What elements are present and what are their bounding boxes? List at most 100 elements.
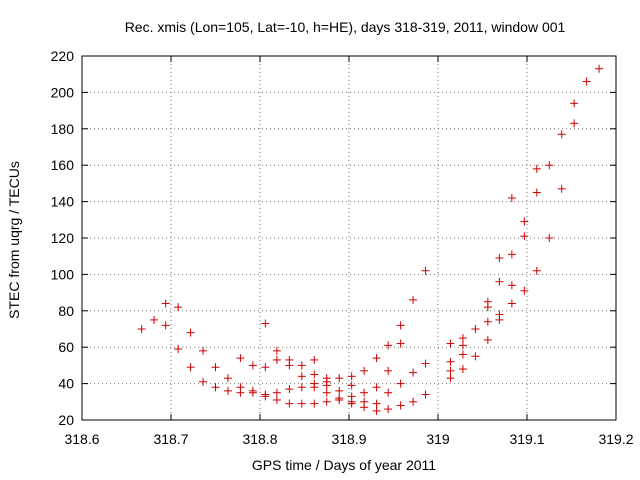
x-tick-label: 318.9 <box>331 431 366 447</box>
data-point <box>335 386 344 395</box>
data-point <box>211 383 220 392</box>
data-point <box>248 361 257 370</box>
data-point <box>285 385 294 394</box>
data-point <box>570 119 579 128</box>
data-point <box>360 403 369 412</box>
data-point <box>396 339 405 348</box>
data-point <box>261 319 270 328</box>
x-tick-label: 319 <box>426 431 450 447</box>
data-points <box>137 64 604 415</box>
data-point <box>248 388 257 397</box>
data-point <box>471 325 480 333</box>
data-point <box>261 392 270 401</box>
data-point <box>347 381 356 390</box>
data-point <box>372 399 381 408</box>
data-point <box>483 335 492 344</box>
data-point <box>446 339 455 348</box>
chart-title: Rec. xmis (Lon=105, Lat=-10, h=HE), days… <box>125 19 566 35</box>
y-tick-label: 140 <box>51 194 75 210</box>
data-point <box>310 370 319 379</box>
data-point <box>372 354 381 363</box>
data-point <box>396 321 405 330</box>
y-axis-label: STEC from uqrg / TECUs <box>6 161 22 319</box>
data-point <box>223 386 232 395</box>
y-tick-label: 100 <box>51 266 75 282</box>
data-point <box>161 321 170 330</box>
data-point <box>520 286 529 295</box>
y-tick-label: 160 <box>51 157 75 173</box>
data-point <box>384 388 393 397</box>
data-point <box>409 368 418 377</box>
axis-ticks <box>81 55 617 421</box>
data-point <box>186 328 195 337</box>
data-point <box>322 388 331 397</box>
data-point <box>272 346 281 355</box>
data-point <box>223 374 232 383</box>
data-point <box>396 401 405 410</box>
data-point <box>532 188 541 197</box>
data-point <box>396 379 405 388</box>
data-point <box>272 395 281 404</box>
data-point <box>520 232 529 241</box>
data-point <box>272 388 281 397</box>
data-point <box>409 397 418 406</box>
y-tick-label: 20 <box>58 412 74 428</box>
data-point <box>446 374 455 383</box>
data-point <box>495 277 504 286</box>
data-point <box>582 77 591 86</box>
data-point <box>421 266 430 275</box>
data-point <box>458 365 467 374</box>
data-point <box>384 405 393 414</box>
data-point <box>360 366 369 375</box>
x-axis-label: GPS time / Days of year 2011 <box>252 457 436 473</box>
data-point <box>545 161 554 170</box>
data-point <box>335 374 344 383</box>
data-point <box>532 164 541 173</box>
data-point <box>322 397 331 406</box>
data-point <box>310 383 319 392</box>
y-tick-label: 180 <box>51 121 75 137</box>
data-point <box>409 295 418 304</box>
data-point <box>372 406 381 415</box>
data-point <box>199 377 208 386</box>
data-point <box>186 363 195 372</box>
x-tick-labels: 318.6 318.7 318.8 318.9 319 319.1 319.2 <box>64 431 633 447</box>
data-point <box>532 266 541 275</box>
data-point <box>310 355 319 364</box>
x-tick-label: 318.8 <box>242 431 277 447</box>
data-point <box>421 390 430 399</box>
data-point <box>421 359 430 368</box>
y-tick-label: 220 <box>51 48 75 64</box>
data-point <box>495 315 504 324</box>
y-tick-label: 40 <box>58 376 74 392</box>
data-point <box>161 299 170 308</box>
y-tick-labels: 20 40 60 80 100 120 140 160 180 200 220 <box>51 48 75 428</box>
data-point <box>458 350 467 359</box>
data-point <box>272 355 281 364</box>
x-tick-label: 318.6 <box>64 431 99 447</box>
data-point <box>174 345 183 354</box>
data-point <box>495 254 504 263</box>
data-point <box>285 399 294 408</box>
data-point <box>507 299 516 308</box>
data-point <box>211 363 220 372</box>
x-tick-label: 319.2 <box>598 431 633 447</box>
x-tick-label: 319.1 <box>509 431 544 447</box>
data-point <box>174 303 183 312</box>
data-point <box>347 399 356 408</box>
data-point <box>297 372 306 381</box>
data-point <box>384 341 393 350</box>
data-point <box>137 325 146 333</box>
data-point <box>236 354 245 363</box>
data-point <box>595 64 604 73</box>
x-tick-label: 318.7 <box>153 431 188 447</box>
data-point <box>520 217 529 226</box>
y-tick-label: 80 <box>58 303 74 319</box>
data-point <box>545 234 554 242</box>
data-point <box>372 383 381 392</box>
grid-lines <box>82 56 616 420</box>
data-point <box>261 363 270 372</box>
data-point <box>360 388 369 397</box>
data-point <box>297 383 306 392</box>
